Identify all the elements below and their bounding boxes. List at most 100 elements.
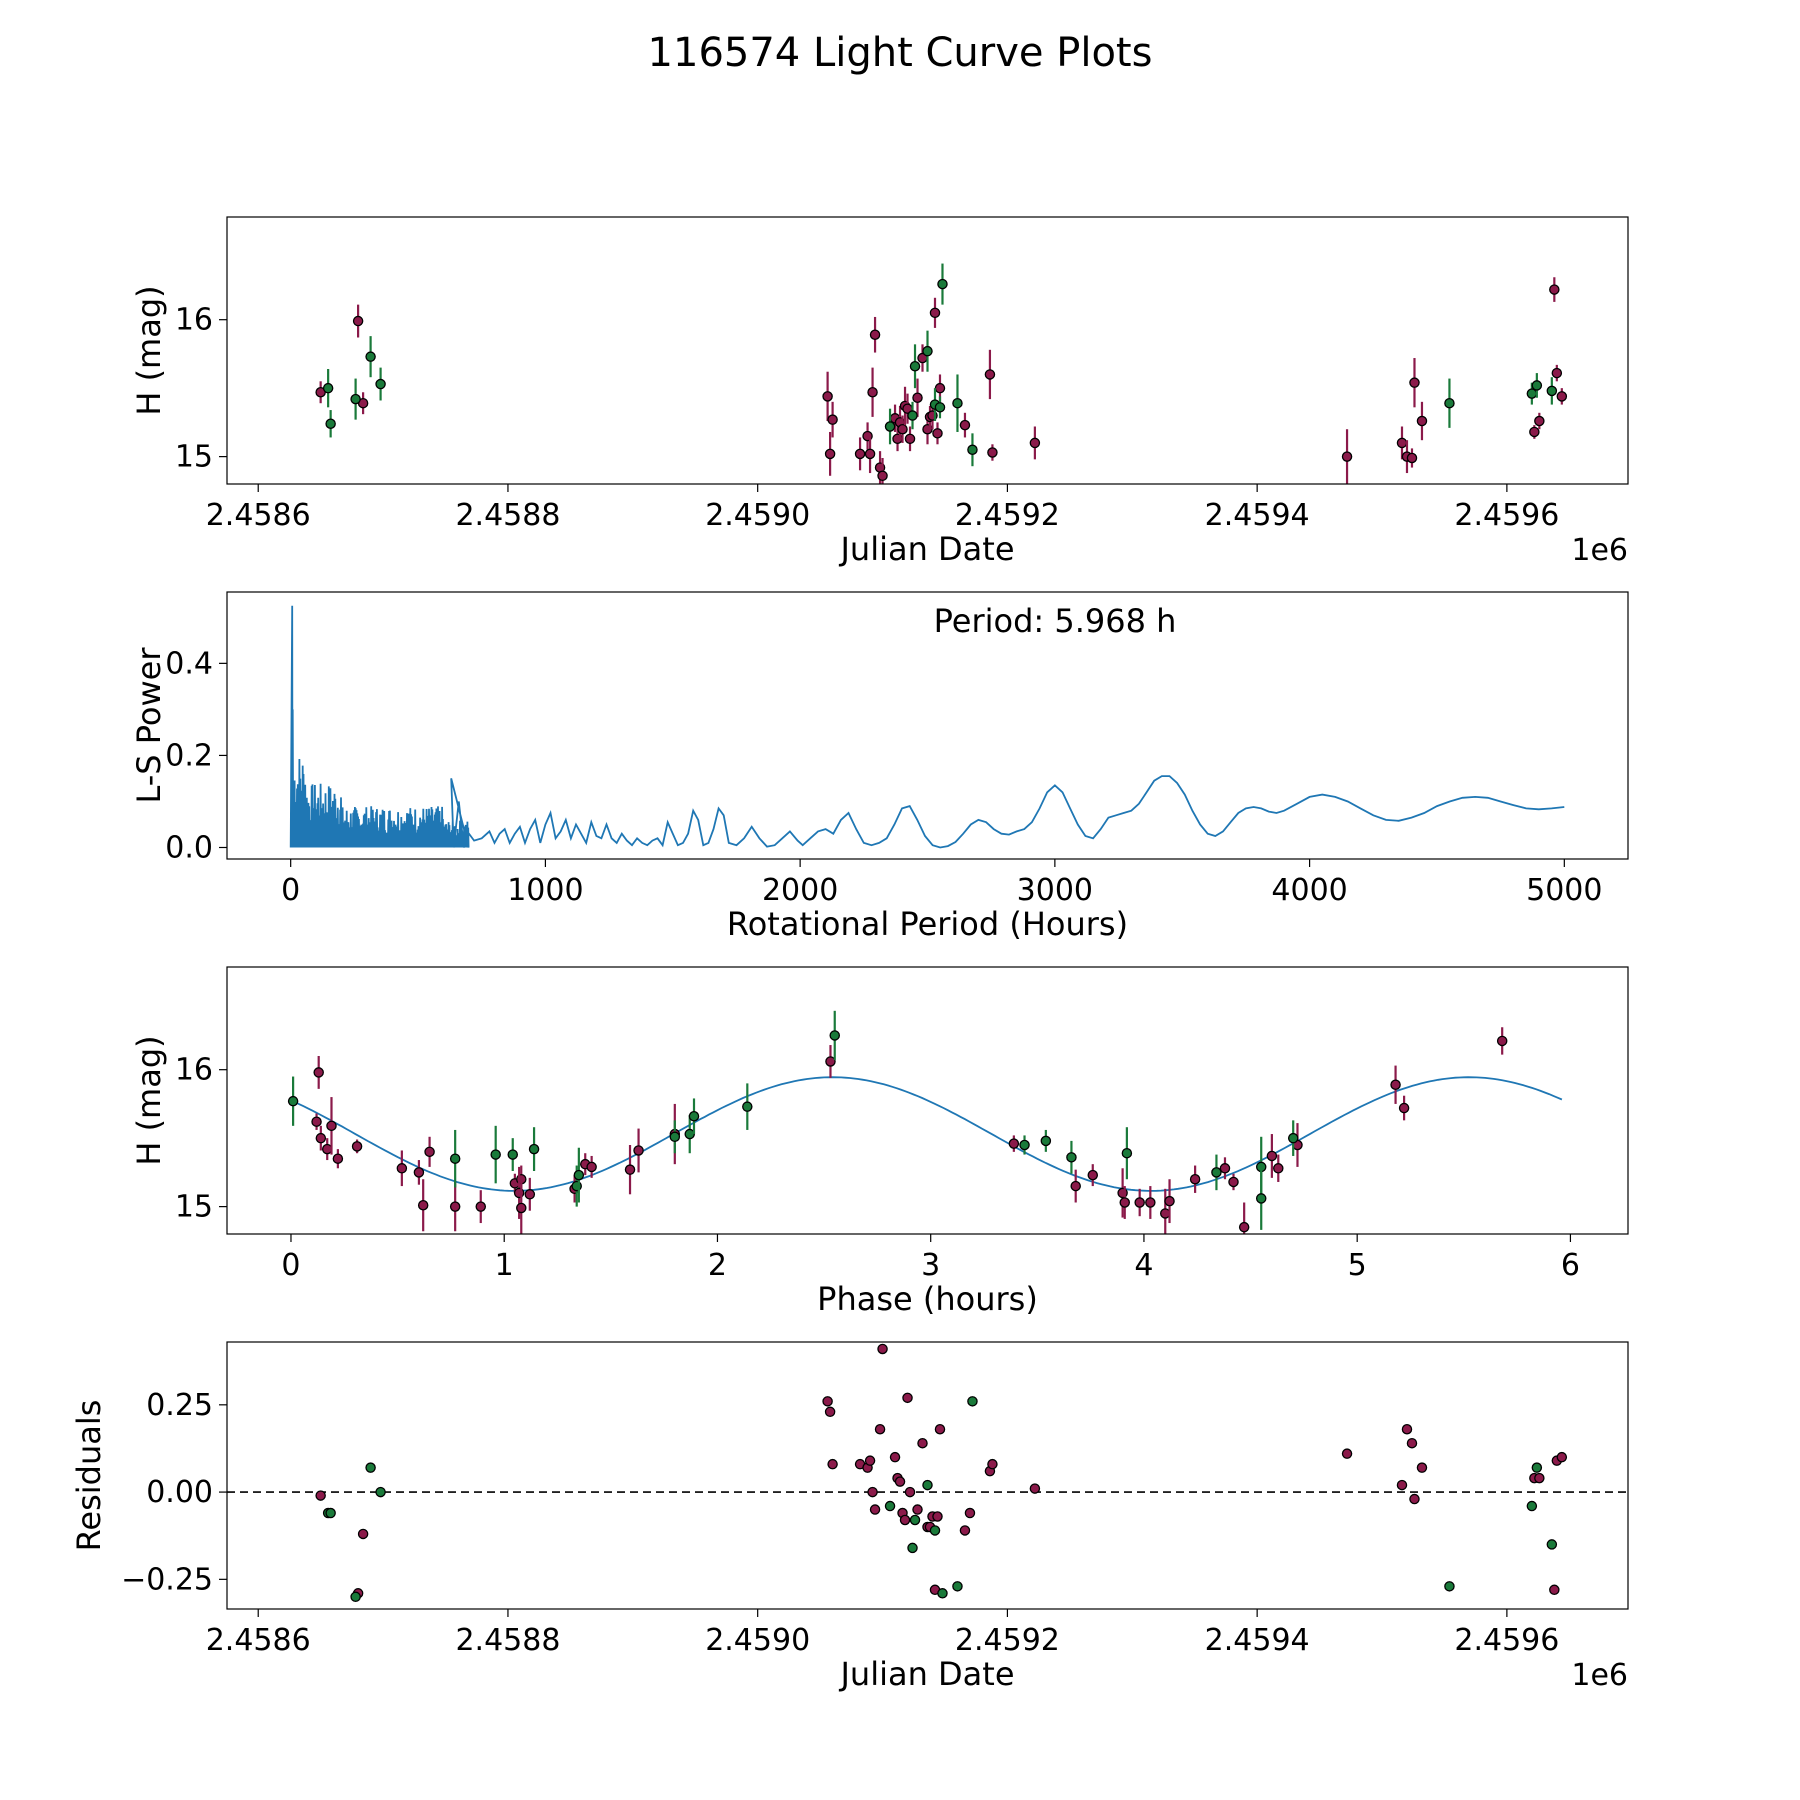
period-annotation: Period: 5.968 h [934, 602, 1177, 640]
data-point [516, 1202, 527, 1214]
data-point [528, 1143, 540, 1155]
data-point [1134, 1197, 1145, 1208]
x-axis-label: Julian Date [838, 1655, 1014, 1693]
data-point [1266, 1150, 1278, 1162]
data-point [287, 1095, 299, 1107]
data-point [1444, 1581, 1455, 1592]
data-point [350, 393, 361, 405]
data-point [959, 419, 971, 431]
data-point [864, 1455, 876, 1466]
data-point [633, 1145, 644, 1156]
data-point [325, 1507, 336, 1519]
data-point [889, 1451, 901, 1463]
x-tick-label: 5 [1348, 1248, 1367, 1283]
data-point [827, 1458, 838, 1470]
data-point [1029, 437, 1041, 449]
data-point [877, 470, 888, 482]
data-point [922, 1479, 933, 1491]
data-point [932, 428, 943, 439]
x-tick-label: 2.4586 [206, 1623, 311, 1658]
data-point [1219, 1163, 1231, 1174]
data-point [917, 1437, 928, 1449]
data-point [742, 1101, 753, 1112]
data-point [524, 1189, 536, 1200]
x-tick-label: 2.4588 [455, 498, 560, 533]
data-point [1396, 1479, 1408, 1491]
data-point [1551, 367, 1563, 379]
x-tick-label: 0 [281, 1248, 300, 1283]
data-point [1496, 1035, 1508, 1047]
data-point [424, 1146, 435, 1158]
data-point [1341, 451, 1353, 462]
data-point [1416, 415, 1428, 427]
data-point [967, 1396, 978, 1407]
data-point [475, 1201, 487, 1212]
y-tick-label: 0.25 [146, 1388, 213, 1423]
data-point [1444, 397, 1455, 409]
panel-phased: 0 1 2 3 4 5 6 15 16 Phase (hours) H (mag) [130, 966, 1629, 1318]
data-point [952, 1581, 963, 1592]
data-point [824, 1406, 836, 1418]
data-point [912, 1504, 923, 1515]
y-tick-label: −0.25 [121, 1562, 213, 1597]
y-axis-label: H (mag) [130, 285, 168, 415]
data-point [449, 1201, 461, 1212]
data-point [899, 1514, 911, 1526]
data-point [1416, 1462, 1428, 1473]
data-point [1529, 426, 1540, 438]
x-tick-label: 2.4592 [955, 498, 1060, 533]
data-point [822, 391, 833, 402]
x-tick-label: 3000 [1017, 873, 1093, 908]
x-tick-label: 2.4592 [955, 1623, 1060, 1658]
data-point [867, 387, 878, 398]
data-point [907, 410, 918, 421]
data-point [311, 1116, 322, 1127]
data-point [1534, 1472, 1545, 1484]
data-point [1531, 380, 1543, 391]
data-point [332, 1153, 344, 1164]
data-point [987, 1458, 998, 1470]
data-point [350, 1591, 361, 1603]
data-point [586, 1161, 597, 1173]
x-tick-label: 1 [495, 1248, 514, 1283]
x-tick-label: 6 [1561, 1248, 1580, 1283]
data-point [912, 392, 923, 403]
data-point [365, 1462, 376, 1473]
data-point [1549, 284, 1560, 295]
data-point [1406, 1437, 1418, 1449]
data-point [902, 1392, 913, 1404]
data-point [1238, 1221, 1250, 1233]
data-point [375, 1486, 386, 1498]
y-tick-label: 15 [175, 440, 213, 475]
data-point [867, 1486, 878, 1498]
x-tick-label: 2.4590 [705, 1623, 810, 1658]
axes-frame [226, 966, 1629, 1235]
y-tick-label: 0.4 [165, 646, 213, 681]
data-point [490, 1149, 501, 1160]
data-point [1549, 1584, 1560, 1596]
y-tick-label: 15 [175, 1190, 213, 1225]
data-point [1341, 1448, 1353, 1459]
data-point [824, 448, 836, 460]
data-point [1526, 388, 1538, 399]
data-point [904, 433, 916, 445]
x-axis-label: Rotational Period (Hours) [727, 905, 1128, 943]
data-point [854, 448, 866, 460]
data-point [874, 1424, 886, 1435]
data-point [351, 1141, 363, 1152]
y-axis-label: Residuals [70, 1400, 108, 1552]
x-tick-label: 0 [281, 873, 300, 908]
data-point [313, 1067, 324, 1078]
plot-area [289, 605, 1565, 849]
axes-frame [226, 591, 1629, 860]
data-point [624, 1164, 636, 1175]
data-point [417, 1199, 429, 1211]
data-point [315, 1490, 326, 1501]
data-point [1121, 1147, 1133, 1159]
model-curve [290, 1076, 1563, 1192]
data-point [967, 444, 978, 456]
plot-area [315, 263, 1568, 484]
x-tick-label: 2.4594 [1205, 498, 1310, 533]
data-point [396, 1163, 408, 1174]
x-tick-label: 4000 [1271, 873, 1347, 908]
